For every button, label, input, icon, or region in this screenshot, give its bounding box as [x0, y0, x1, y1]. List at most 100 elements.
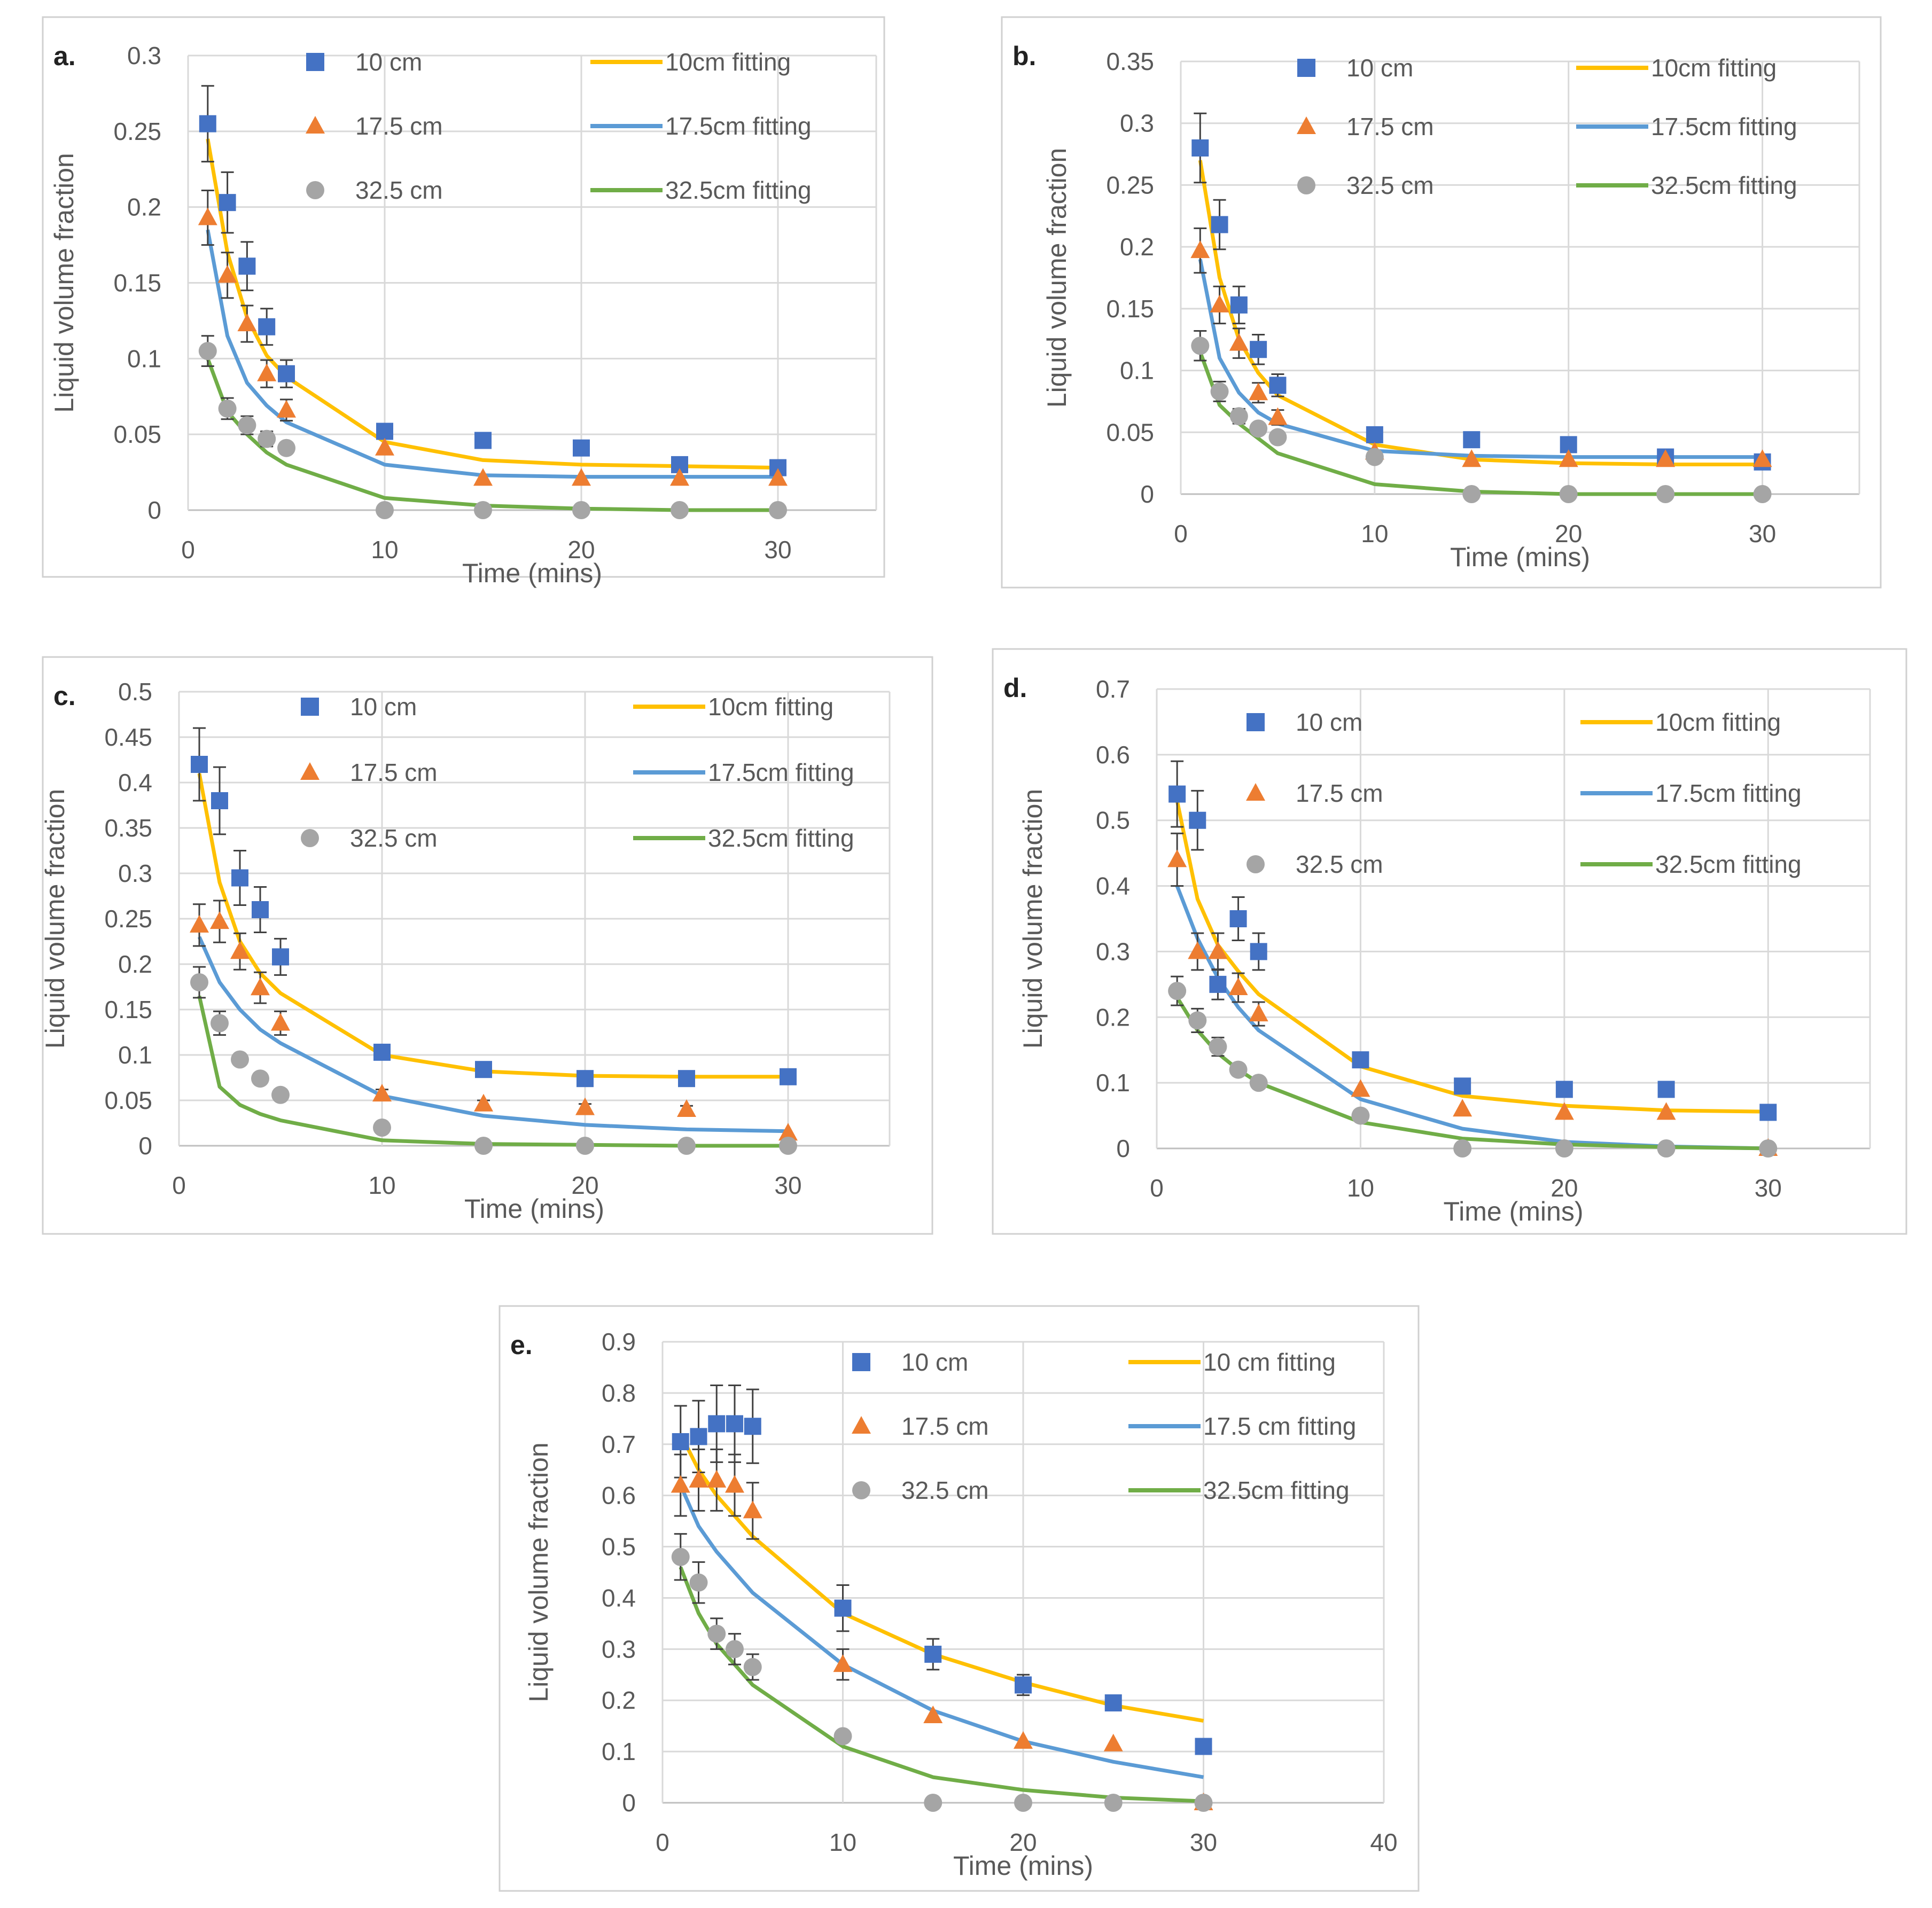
legend-label: 17.5 cm fitting: [1203, 1412, 1356, 1440]
x-tick-label: 0: [172, 1171, 186, 1199]
fit-line-2: [1175, 996, 1769, 1151]
data-point-circle: [211, 1014, 229, 1033]
data-point-triangle: [1351, 1079, 1370, 1097]
data-point-square: [1250, 341, 1267, 358]
data-point-triangle: [1656, 449, 1676, 467]
y-tick-label: 0.15: [104, 996, 152, 1023]
data-point-circle: [474, 1137, 493, 1155]
y-tick-label: 0.4: [118, 769, 152, 796]
y-tick-label: 0.25: [1106, 171, 1154, 199]
x-axis-title: Time (mins): [462, 558, 602, 588]
panel-label: c.: [53, 681, 76, 711]
data-point-circle: [1209, 1037, 1227, 1056]
y-tick-label: 0.1: [1120, 357, 1154, 385]
data-point-circle: [1191, 337, 1210, 355]
data-point-square: [252, 901, 269, 918]
data-point-square: [258, 318, 276, 335]
x-tick-label: 0: [1150, 1174, 1164, 1202]
data-point-square: [1657, 1081, 1675, 1098]
y-tick-label: 0.3: [1096, 937, 1130, 965]
data-point-square: [1168, 785, 1186, 803]
data-point-circle: [924, 1794, 942, 1812]
y-tick-label: 0: [147, 496, 161, 524]
legend-label: 32.5 cm: [350, 824, 438, 852]
x-tick-label: 10: [1361, 520, 1388, 548]
data-point-circle: [671, 1547, 690, 1566]
legend-label: 17.5 cm: [355, 112, 443, 140]
data-point-circle: [258, 429, 276, 448]
y-tick-label: 0.15: [113, 269, 161, 297]
y-tick-label: 0.5: [1096, 807, 1130, 834]
data-point-circle: [231, 1050, 249, 1069]
y-tick-label: 0.05: [1106, 418, 1154, 446]
panel-frame: [42, 16, 885, 578]
data-point-triangle: [778, 1123, 798, 1141]
x-tick-label: 20: [567, 536, 595, 564]
y-tick-label: 0.9: [602, 1328, 636, 1356]
data-point-triangle: [1453, 1099, 1473, 1117]
data-point-square: [672, 1433, 689, 1450]
x-tick-label: 20: [1009, 1828, 1037, 1856]
data-point-triangle: [1167, 849, 1187, 867]
data-point-triangle: [251, 978, 270, 996]
data-point-circle: [1656, 485, 1675, 503]
data-point-triangle: [277, 400, 296, 418]
data-point-triangle: [575, 1097, 595, 1115]
legend-label: 32.5 cm: [1346, 171, 1434, 199]
fit-line-0: [1198, 160, 1763, 466]
data-point-square: [211, 792, 228, 809]
legend-label: 17.5cm fitting: [1655, 779, 1802, 807]
data-point-circle: [726, 1640, 744, 1659]
data-point-triangle: [474, 1093, 493, 1112]
fit-line-1: [197, 936, 789, 1133]
data-point-triangle: [1554, 1102, 1574, 1120]
panel-label: e.: [510, 1330, 533, 1360]
y-tick-label: 0.4: [1096, 872, 1130, 900]
data-point-triangle: [1188, 941, 1208, 959]
y-tick-label: 0.4: [602, 1584, 636, 1612]
legend-marker-square: [852, 1353, 870, 1371]
data-point-circle: [1188, 1011, 1207, 1030]
data-point-square: [678, 1070, 695, 1088]
y-tick-label: 0.05: [104, 1086, 152, 1114]
data-point-square: [726, 1415, 743, 1433]
panel-label: b.: [1012, 41, 1036, 71]
fit-line-2: [679, 1566, 1204, 1803]
y-tick-label: 0.2: [118, 950, 152, 978]
x-tick-label: 30: [1749, 520, 1776, 548]
legend-label: 10cm fitting: [1651, 54, 1777, 82]
fit-line-0: [679, 1433, 1204, 1723]
y-tick-label: 0.2: [602, 1686, 636, 1714]
data-point-circle: [833, 1727, 852, 1746]
data-point-circle: [677, 1137, 696, 1155]
data-point-square: [1269, 377, 1287, 394]
x-tick-label: 30: [764, 536, 791, 564]
data-point-circle: [743, 1657, 762, 1676]
x-tick-label: 10: [371, 536, 398, 564]
y-tick-label: 0.5: [602, 1533, 636, 1561]
legend-label: 10 cm fitting: [1203, 1348, 1336, 1376]
data-point-circle: [1194, 1794, 1213, 1812]
data-point-square: [376, 423, 393, 440]
data-point-triangle: [670, 468, 689, 486]
data-point-circle: [1365, 448, 1384, 466]
data-point-triangle: [1249, 382, 1268, 401]
data-point-square: [1555, 1081, 1573, 1098]
y-tick-label: 0.2: [1096, 1003, 1130, 1031]
data-point-square: [199, 115, 216, 132]
data-point-square: [924, 1645, 942, 1663]
y-axis-title: Liquid volume fraction: [40, 789, 70, 1049]
data-point-square: [708, 1415, 726, 1433]
data-point-circle: [1759, 1139, 1778, 1158]
data-point-triangle: [473, 468, 493, 486]
data-point-circle: [1229, 1060, 1248, 1079]
data-point-circle: [1210, 382, 1229, 401]
y-tick-label: 0.2: [1120, 233, 1154, 261]
data-point-square: [1454, 1077, 1471, 1095]
data-point-circle: [1229, 407, 1248, 426]
x-tick-label: 30: [774, 1171, 801, 1199]
data-point-square: [573, 439, 590, 457]
x-axis-title: Time (mins): [1450, 542, 1590, 572]
data-point-triangle: [768, 468, 788, 486]
legend-marker-circle: [301, 829, 319, 847]
